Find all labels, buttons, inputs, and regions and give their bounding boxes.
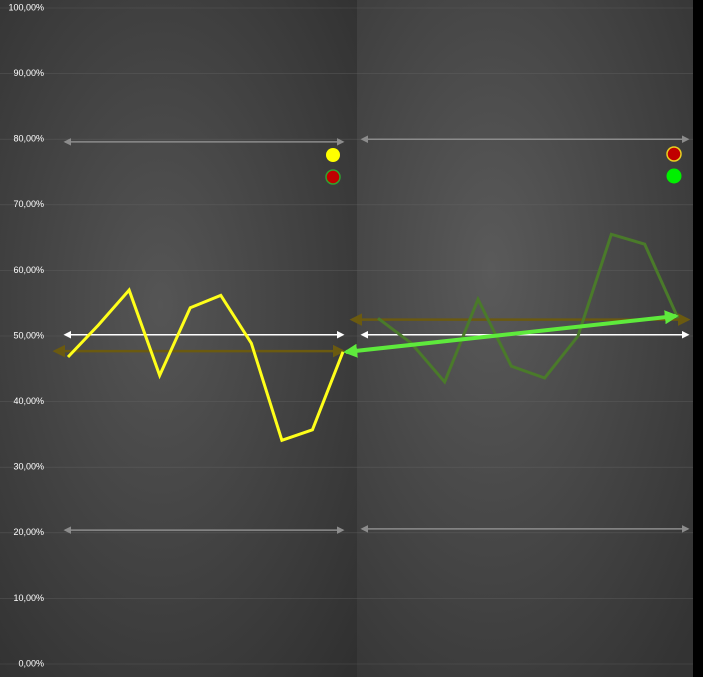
edge [693, 0, 703, 677]
y-tick-label: 90,00% [13, 68, 44, 78]
y-tick-label: 20,00% [13, 527, 44, 537]
status-dot [326, 148, 340, 162]
y-tick-label: 70,00% [13, 199, 44, 209]
y-tick-label: 50,00% [13, 330, 44, 340]
y-tick-label: 0,00% [18, 658, 44, 668]
panel-background [0, 0, 357, 677]
comparison-arrow [343, 310, 679, 358]
y-tick-label: 60,00% [13, 265, 44, 275]
y-tick-label: 100,00% [8, 2, 44, 12]
y-tick-label: 40,00% [13, 396, 44, 406]
status-dot [666, 146, 682, 162]
status-dot [325, 169, 341, 185]
y-tick-label: 30,00% [13, 462, 44, 472]
y-tick-label: 10,00% [13, 593, 44, 603]
status-dot [666, 168, 682, 184]
data-line [377, 232, 680, 385]
data-line [66, 287, 345, 443]
y-tick-label: 80,00% [13, 134, 44, 144]
